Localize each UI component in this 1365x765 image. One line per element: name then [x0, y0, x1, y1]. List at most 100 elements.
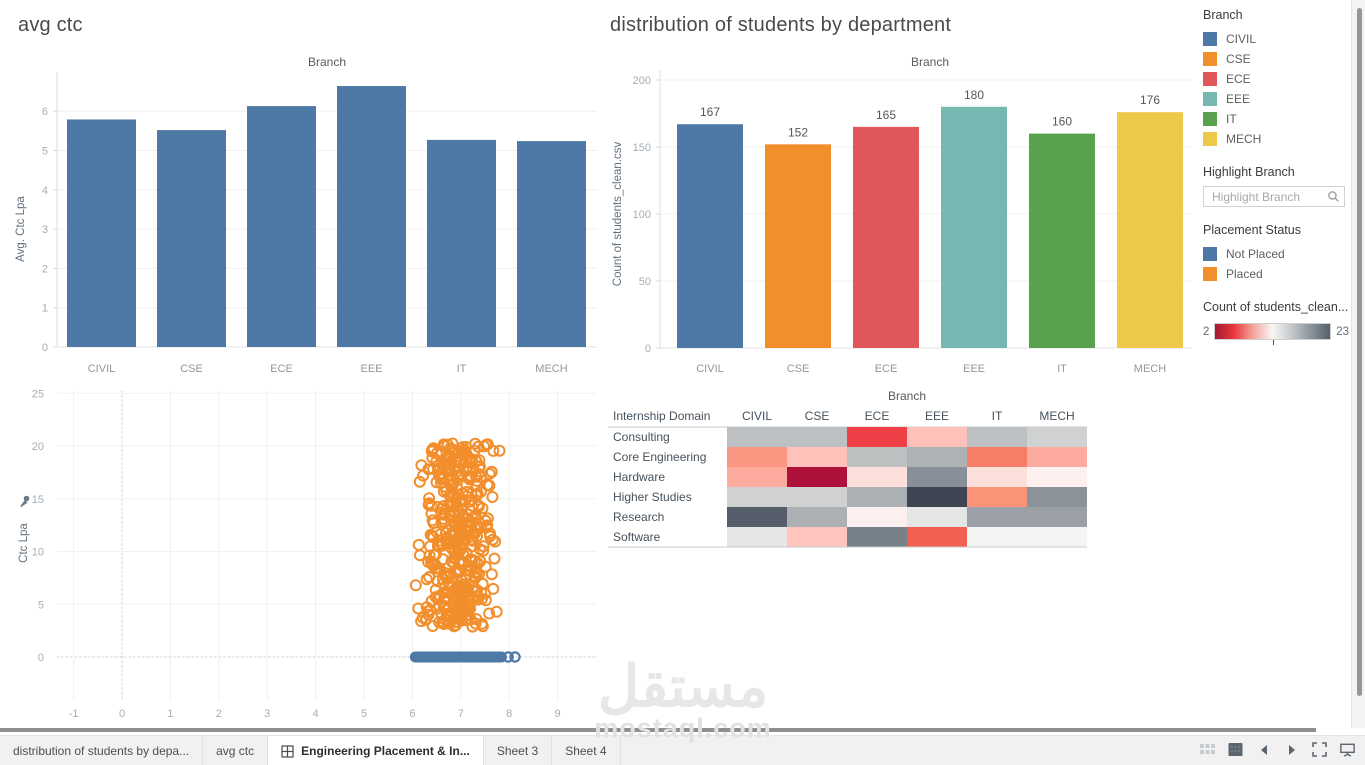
heatmap-cell-software-eee[interactable] — [907, 527, 967, 547]
data-point[interactable] — [434, 528, 447, 541]
data-point[interactable] — [487, 582, 500, 595]
data-point[interactable] — [429, 562, 442, 575]
heatmap-cell-hardware-civil[interactable] — [727, 467, 787, 487]
heatmap-cell-higher-studies-civil[interactable] — [727, 487, 787, 507]
data-point[interactable] — [423, 571, 436, 584]
data-point[interactable] — [493, 444, 506, 457]
heatmap-cell-consulting-cse[interactable] — [787, 427, 847, 447]
data-point[interactable] — [451, 593, 464, 606]
heatmap-cell-hardware-eee[interactable] — [907, 467, 967, 487]
bar-EEE[interactable] — [941, 106, 1007, 348]
data-point[interactable] — [422, 463, 435, 476]
legend-item-placed[interactable]: Placed — [1203, 264, 1349, 284]
data-point[interactable] — [477, 540, 490, 553]
data-point[interactable] — [444, 449, 457, 462]
heatmap-cell-higher-studies-cse[interactable] — [787, 487, 847, 507]
data-point[interactable] — [455, 445, 468, 457]
data-point[interactable] — [485, 568, 498, 581]
bar-MECH[interactable] — [517, 141, 586, 347]
heatmap-cell-consulting-eee[interactable] — [907, 427, 967, 447]
legend-item-civil[interactable]: CIVIL — [1203, 29, 1349, 49]
data-point[interactable] — [426, 443, 439, 456]
vertical-scrollbar-thumb[interactable] — [1357, 8, 1362, 696]
heatmap-cell-software-ece[interactable] — [847, 527, 907, 547]
data-point[interactable] — [448, 557, 461, 570]
pin-icon[interactable] — [20, 495, 30, 507]
data-point[interactable] — [480, 438, 493, 451]
series-placed[interactable] — [409, 437, 506, 633]
data-point[interactable] — [481, 479, 494, 491]
data-point[interactable] — [484, 527, 496, 540]
heatmap-cell-research-mech[interactable] — [1027, 507, 1087, 527]
previous-sheet-icon[interactable] — [1255, 741, 1272, 758]
legend-item-cse[interactable]: CSE — [1203, 49, 1349, 69]
data-point[interactable] — [427, 462, 440, 475]
data-point[interactable] — [460, 581, 473, 594]
data-point[interactable] — [452, 488, 465, 501]
data-point[interactable] — [434, 534, 446, 547]
heatmap-cell-higher-studies-it[interactable] — [967, 487, 1027, 507]
heatmap-cell-research-it[interactable] — [967, 507, 1027, 527]
next-sheet-icon[interactable] — [1283, 741, 1300, 758]
data-point[interactable] — [481, 512, 494, 525]
data-point[interactable] — [446, 437, 459, 450]
data-point[interactable] — [434, 462, 447, 475]
heatmap-cell-consulting-ece[interactable] — [847, 427, 907, 447]
bar-IT[interactable] — [1029, 133, 1095, 348]
data-point[interactable] — [464, 524, 477, 537]
heatmap-cell-core-engineering-mech[interactable] — [1027, 447, 1087, 467]
tab-distribution-of-students-by-depa[interactable]: distribution of students by depa... — [0, 736, 204, 765]
legend-item-not-placed[interactable]: Not Placed — [1203, 244, 1349, 264]
tab-sheet-4[interactable]: Sheet 4 — [552, 736, 621, 765]
legend-item-mech[interactable]: MECH — [1203, 129, 1349, 149]
data-point[interactable] — [445, 456, 458, 469]
filmstrip-icon[interactable] — [1227, 741, 1244, 758]
bar-ECE[interactable] — [247, 106, 316, 347]
bar-CIVIL[interactable] — [67, 119, 136, 347]
heatmap-cell-hardware-cse[interactable] — [787, 467, 847, 487]
data-point[interactable] — [460, 524, 472, 537]
data-point[interactable] — [483, 607, 496, 620]
heatmap-cell-hardware-mech[interactable] — [1027, 467, 1087, 487]
bar-CSE[interactable] — [765, 144, 831, 348]
heatmap-cell-research-cse[interactable] — [787, 507, 847, 527]
data-point[interactable] — [456, 468, 468, 481]
data-point[interactable] — [469, 617, 482, 630]
heatmap-cell-higher-studies-eee[interactable] — [907, 487, 967, 507]
data-point[interactable] — [486, 491, 499, 503]
data-point[interactable] — [428, 548, 441, 561]
heatmap-cell-core-engineering-ece[interactable] — [847, 447, 907, 467]
data-point[interactable] — [442, 600, 455, 613]
data-point[interactable] — [451, 564, 464, 577]
bar-IT[interactable] — [427, 139, 496, 347]
data-point[interactable] — [490, 605, 503, 618]
bar-CIVIL[interactable] — [677, 124, 743, 348]
heatmap-cell-core-engineering-it[interactable] — [967, 447, 1027, 467]
data-point[interactable] — [474, 485, 487, 498]
data-point[interactable] — [453, 456, 465, 469]
tab-avg-ctc[interactable]: avg ctc — [203, 736, 269, 765]
heatmap-cell-research-eee[interactable] — [907, 507, 967, 527]
data-point[interactable] — [448, 600, 461, 612]
heatmap-cell-higher-studies-mech[interactable] — [1027, 487, 1087, 507]
heatmap-cell-research-ece[interactable] — [847, 507, 907, 527]
legend-item-ece[interactable]: ECE — [1203, 69, 1349, 89]
data-point[interactable] — [437, 438, 450, 451]
data-point[interactable] — [485, 466, 498, 479]
highlight-branch-input[interactable] — [1203, 186, 1345, 207]
heatmap-cell-hardware-it[interactable] — [967, 467, 1027, 487]
data-point[interactable] — [415, 615, 428, 628]
data-point[interactable] — [462, 603, 475, 615]
data-point[interactable] — [486, 533, 499, 546]
heatmap-cell-software-civil[interactable] — [727, 527, 787, 547]
presentation-mode-icon[interactable] — [1339, 741, 1356, 758]
heatmap-cell-core-engineering-eee[interactable] — [907, 447, 967, 467]
data-point[interactable] — [475, 586, 488, 599]
data-point[interactable] — [423, 497, 436, 510]
heatmap-cell-hardware-ece[interactable] — [847, 467, 907, 487]
not-placed-band[interactable] — [409, 651, 507, 663]
bar-ECE[interactable] — [853, 126, 919, 349]
data-point[interactable] — [440, 526, 452, 539]
data-point[interactable] — [502, 651, 514, 663]
fullscreen-icon[interactable] — [1311, 741, 1328, 758]
